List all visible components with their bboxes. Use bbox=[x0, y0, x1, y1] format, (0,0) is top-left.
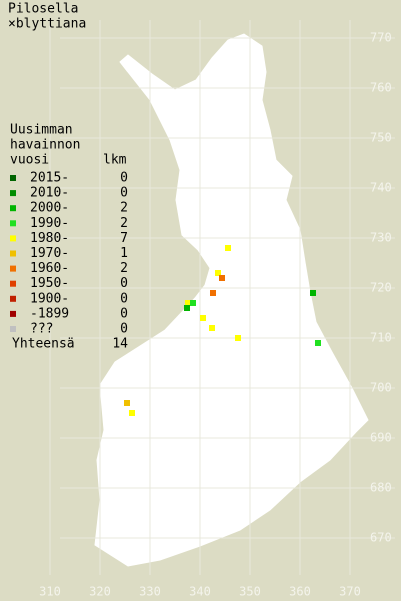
legend-swatch bbox=[10, 310, 16, 317]
x-tick-label: 310 bbox=[39, 585, 61, 599]
legend-count: 0 bbox=[120, 276, 128, 291]
legend-swatch bbox=[10, 190, 16, 197]
observation bbox=[124, 400, 130, 406]
legend-swatch bbox=[10, 295, 16, 302]
legend-swatch bbox=[10, 175, 16, 181]
legend-label: 1900- bbox=[30, 291, 69, 306]
legend-header: vuosi bbox=[10, 153, 49, 168]
count-header: lkm bbox=[103, 153, 127, 168]
title: Pilosella bbox=[8, 2, 78, 17]
observation bbox=[129, 410, 135, 416]
y-tick-label: 680 bbox=[370, 481, 392, 495]
legend-label: -1899 bbox=[30, 306, 69, 321]
y-tick-label: 760 bbox=[370, 81, 392, 95]
observation bbox=[215, 270, 221, 276]
legend-label: 1990- bbox=[30, 216, 69, 231]
y-tick-label: 730 bbox=[370, 231, 392, 245]
legend-count: 2 bbox=[120, 201, 128, 216]
observation bbox=[235, 335, 241, 341]
observation bbox=[210, 290, 216, 296]
observation bbox=[209, 325, 215, 331]
legend-header: havainnon bbox=[10, 138, 80, 153]
legend-count: 2 bbox=[120, 261, 128, 276]
y-tick-label: 670 bbox=[370, 531, 392, 545]
x-tick-label: 370 bbox=[339, 585, 361, 599]
legend-count: 0 bbox=[120, 306, 128, 321]
legend-swatch bbox=[10, 235, 16, 242]
y-tick-label: 740 bbox=[370, 181, 392, 195]
observation bbox=[184, 305, 190, 311]
legend-label: 1980- bbox=[30, 231, 69, 246]
legend-swatch bbox=[10, 250, 16, 257]
y-tick-label: 700 bbox=[370, 381, 392, 395]
observation bbox=[225, 245, 231, 251]
x-tick-label: 330 bbox=[139, 585, 161, 599]
x-tick-label: 320 bbox=[89, 585, 111, 599]
y-tick-label: 750 bbox=[370, 131, 392, 145]
total-count: 14 bbox=[112, 337, 128, 352]
title: ×blyttiana bbox=[8, 17, 86, 32]
observation bbox=[185, 300, 191, 306]
legend-header: Uusimman bbox=[10, 123, 73, 138]
x-tick-label: 350 bbox=[239, 585, 261, 599]
legend-count: 0 bbox=[120, 171, 128, 186]
y-tick-label: 690 bbox=[370, 431, 392, 445]
legend-label: 2000- bbox=[30, 201, 69, 216]
legend-swatch bbox=[10, 205, 16, 212]
observation bbox=[315, 340, 321, 346]
legend-count: 7 bbox=[120, 231, 128, 246]
legend-label: 1950- bbox=[30, 276, 69, 291]
legend-swatch bbox=[10, 265, 16, 272]
legend-count: 0 bbox=[120, 322, 128, 337]
observation bbox=[310, 290, 316, 296]
x-tick-label: 360 bbox=[289, 585, 311, 599]
y-tick-label: 720 bbox=[370, 281, 392, 295]
legend-count: 0 bbox=[120, 186, 128, 201]
y-tick-label: 770 bbox=[370, 31, 392, 45]
legend-count: 0 bbox=[120, 291, 128, 306]
legend-label: 1970- bbox=[30, 246, 69, 261]
y-tick-label: 710 bbox=[370, 331, 392, 345]
legend-label: 2010- bbox=[30, 186, 69, 201]
legend-swatch bbox=[10, 220, 16, 227]
legend-swatch bbox=[10, 326, 16, 332]
observation bbox=[200, 315, 206, 321]
observation bbox=[219, 275, 225, 281]
legend-label: 1960- bbox=[30, 261, 69, 276]
observation bbox=[190, 300, 196, 306]
legend-swatch bbox=[10, 280, 16, 287]
legend-label: ??? bbox=[30, 322, 53, 337]
legend-label: 2015- bbox=[30, 171, 69, 186]
x-tick-label: 340 bbox=[189, 585, 211, 599]
legend-count: 1 bbox=[120, 246, 128, 261]
total-label: Yhteensä bbox=[12, 337, 75, 352]
legend-count: 2 bbox=[120, 216, 128, 231]
